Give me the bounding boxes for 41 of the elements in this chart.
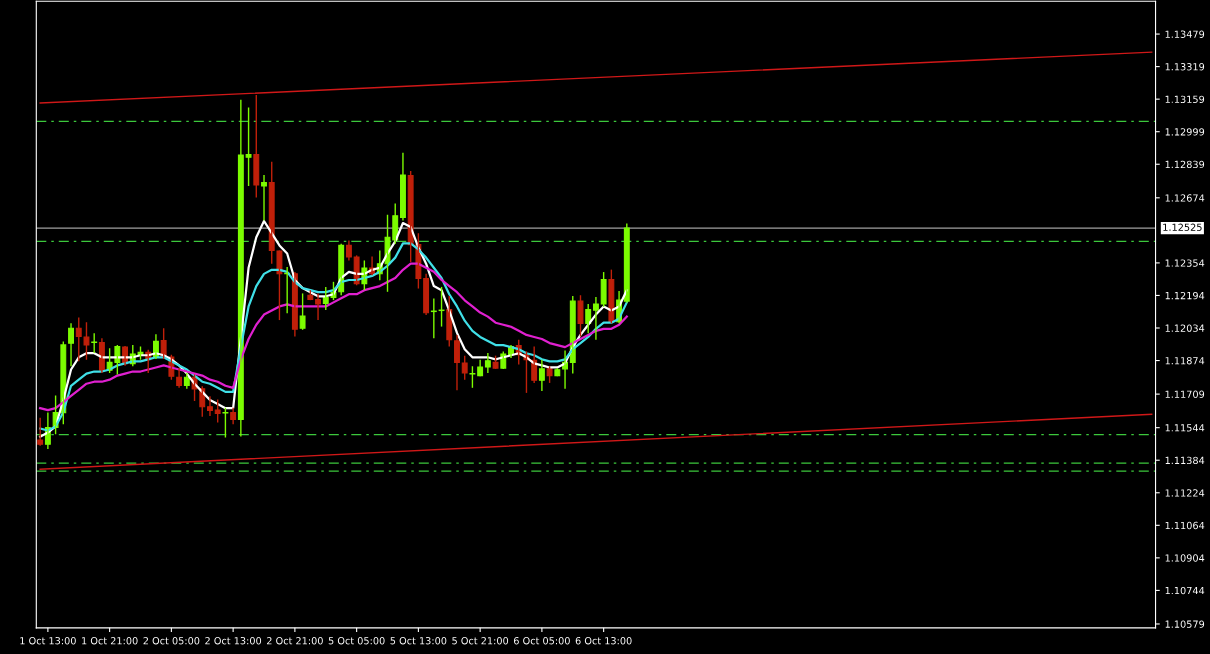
y-tick-label: 1.12194: [1165, 291, 1205, 300]
candlestick: [461, 354, 468, 381]
ref-line-label: 1.12525: [1163, 223, 1202, 231]
y-tick-label: 1.11544: [1165, 424, 1205, 432]
x-tick-label: 2 Oct 21:00: [267, 637, 323, 645]
x-tick-label: 6 Oct 13:00: [575, 637, 632, 645]
y-tick-label: 1.11224: [1165, 489, 1205, 497]
y-tick-label: 1.13479: [1165, 30, 1205, 38]
candlestick: [222, 407, 229, 439]
y-tick-label: 1.12354: [1165, 259, 1205, 267]
x-tick-label: 2 Oct 05:00: [143, 637, 200, 645]
y-tick-label: 1.11384: [1165, 456, 1205, 465]
y-tick-label: 1.13159: [1165, 95, 1205, 103]
candlestick: [83, 321, 90, 361]
y-tick-label: 1.11709: [1165, 390, 1205, 398]
candlestick: [438, 286, 445, 328]
candlestick: [430, 297, 437, 339]
x-tick-label: 5 Oct 13:00: [390, 637, 447, 645]
y-tick-label: 1.10579: [1165, 620, 1205, 628]
y-tick-label: 1.12839: [1165, 160, 1205, 169]
candlestick: [245, 106, 252, 187]
y-tick-label: 1.10904: [1165, 554, 1205, 562]
candlestick: [469, 365, 476, 389]
candlestick: [577, 294, 584, 338]
y-tick-label: 1.12674: [1165, 194, 1205, 202]
candlestick: [91, 332, 98, 354]
x-tick-label: 6 Oct 05:00: [513, 637, 570, 645]
y-tick-label: 1.11874: [1165, 357, 1205, 365]
y-tick-label: 1.12999: [1165, 128, 1205, 136]
candlestick: [214, 398, 221, 424]
line-series: [39, 262, 628, 412]
x-tick-label: 1 Oct 13:00: [20, 637, 76, 645]
x-tick-label: 5 Oct 21:00: [452, 637, 509, 645]
candlestick: [299, 292, 306, 331]
y-tick-label: 1.11064: [1165, 521, 1205, 530]
x-tick-label: 2 Oct 13:00: [205, 637, 262, 645]
y-tick-label: 1.12034: [1165, 324, 1205, 332]
y-tick-label: 1.13319: [1165, 63, 1205, 71]
y-tick-label: 1.10744: [1165, 586, 1205, 595]
x-tick-label: 1 Oct 21:00: [82, 637, 138, 645]
x-tick-label: 5 Oct 05:00: [328, 637, 385, 645]
